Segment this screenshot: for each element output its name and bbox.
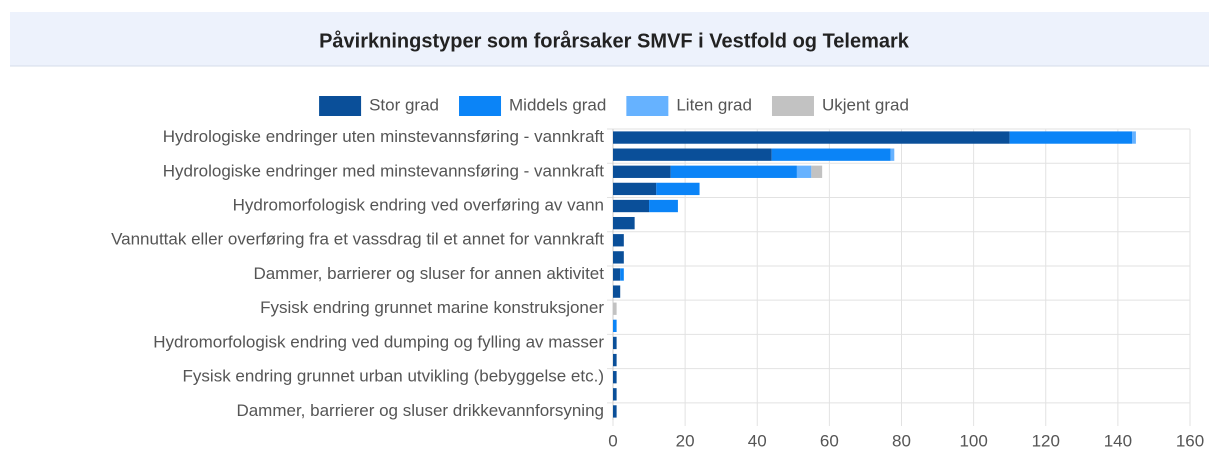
title-band <box>10 12 1209 66</box>
bar-segment <box>613 353 617 367</box>
x-tick-label: 120 <box>1032 431 1060 450</box>
y-tick-label: Vannuttak eller overføring fra et vassdr… <box>111 230 604 249</box>
x-tick-label: 80 <box>892 431 911 450</box>
chart-title: Påvirkningstyper som forårsaker SMVF i V… <box>319 29 910 52</box>
bar-segment <box>796 165 812 178</box>
x-tick-label: 20 <box>676 431 695 450</box>
bar-segment <box>1009 131 1133 144</box>
x-tick-label: 140 <box>1104 431 1132 450</box>
legend-label: Ukjent grad <box>822 95 909 114</box>
bar-segment <box>613 336 617 350</box>
bar-segment <box>649 199 678 213</box>
legend-label: Stor grad <box>369 95 439 114</box>
bar-segment <box>656 182 700 196</box>
bar-segment <box>613 388 617 401</box>
legend-swatch <box>319 96 362 116</box>
bar-segment <box>890 148 895 161</box>
bar-segment <box>1132 131 1136 144</box>
x-tick-label: 60 <box>820 431 839 450</box>
y-tick-label: Hydrologiske endringer med minstevannsfø… <box>163 161 605 180</box>
y-tick-label: Hydrologiske endringer uten minstevannsf… <box>163 127 605 146</box>
bar-segment <box>613 234 624 247</box>
bar-segment <box>811 165 823 178</box>
legend-label: Middels grad <box>509 95 606 114</box>
bar-segment <box>613 251 624 264</box>
y-tick-label: Fysisk endring grunnet urban utvikling (… <box>183 367 604 386</box>
legend-swatch <box>459 96 502 116</box>
bar-segment <box>771 148 891 161</box>
y-tick-label: Fysisk endring grunnet marine konstruksj… <box>260 298 604 317</box>
bar-segment <box>613 216 635 230</box>
y-tick-label: Hydromorfologisk endring ved overføring … <box>233 196 604 215</box>
x-tick-label: 100 <box>959 431 987 450</box>
bar-segment <box>613 199 650 213</box>
bar-segment <box>613 285 621 298</box>
bar-segment <box>613 148 772 161</box>
y-tick-label: Hydromorfologisk endring ved dumping og … <box>153 332 604 351</box>
legend-label: Liten grad <box>676 95 752 114</box>
x-tick-label: 40 <box>748 431 767 450</box>
x-tick-label: 0 <box>608 431 617 450</box>
bar-segment <box>613 182 657 196</box>
legend-swatch <box>771 96 814 116</box>
bar-segment <box>613 405 617 418</box>
bar-segment <box>670 165 797 178</box>
y-tick-label: Dammer, barrierer og sluser drikkevannfo… <box>236 401 604 420</box>
bar-segment <box>613 371 617 384</box>
bar-segment <box>613 268 621 281</box>
x-tick-label: 160 <box>1176 431 1204 450</box>
bar-segment <box>613 165 671 178</box>
bar-segment <box>620 268 624 281</box>
bar-segment <box>613 302 617 315</box>
bar-segment <box>613 131 1010 144</box>
legend-swatch <box>626 96 669 116</box>
y-tick-label: Dammer, barrierer og sluser for annen ak… <box>253 264 604 283</box>
bar-segment <box>613 319 617 333</box>
